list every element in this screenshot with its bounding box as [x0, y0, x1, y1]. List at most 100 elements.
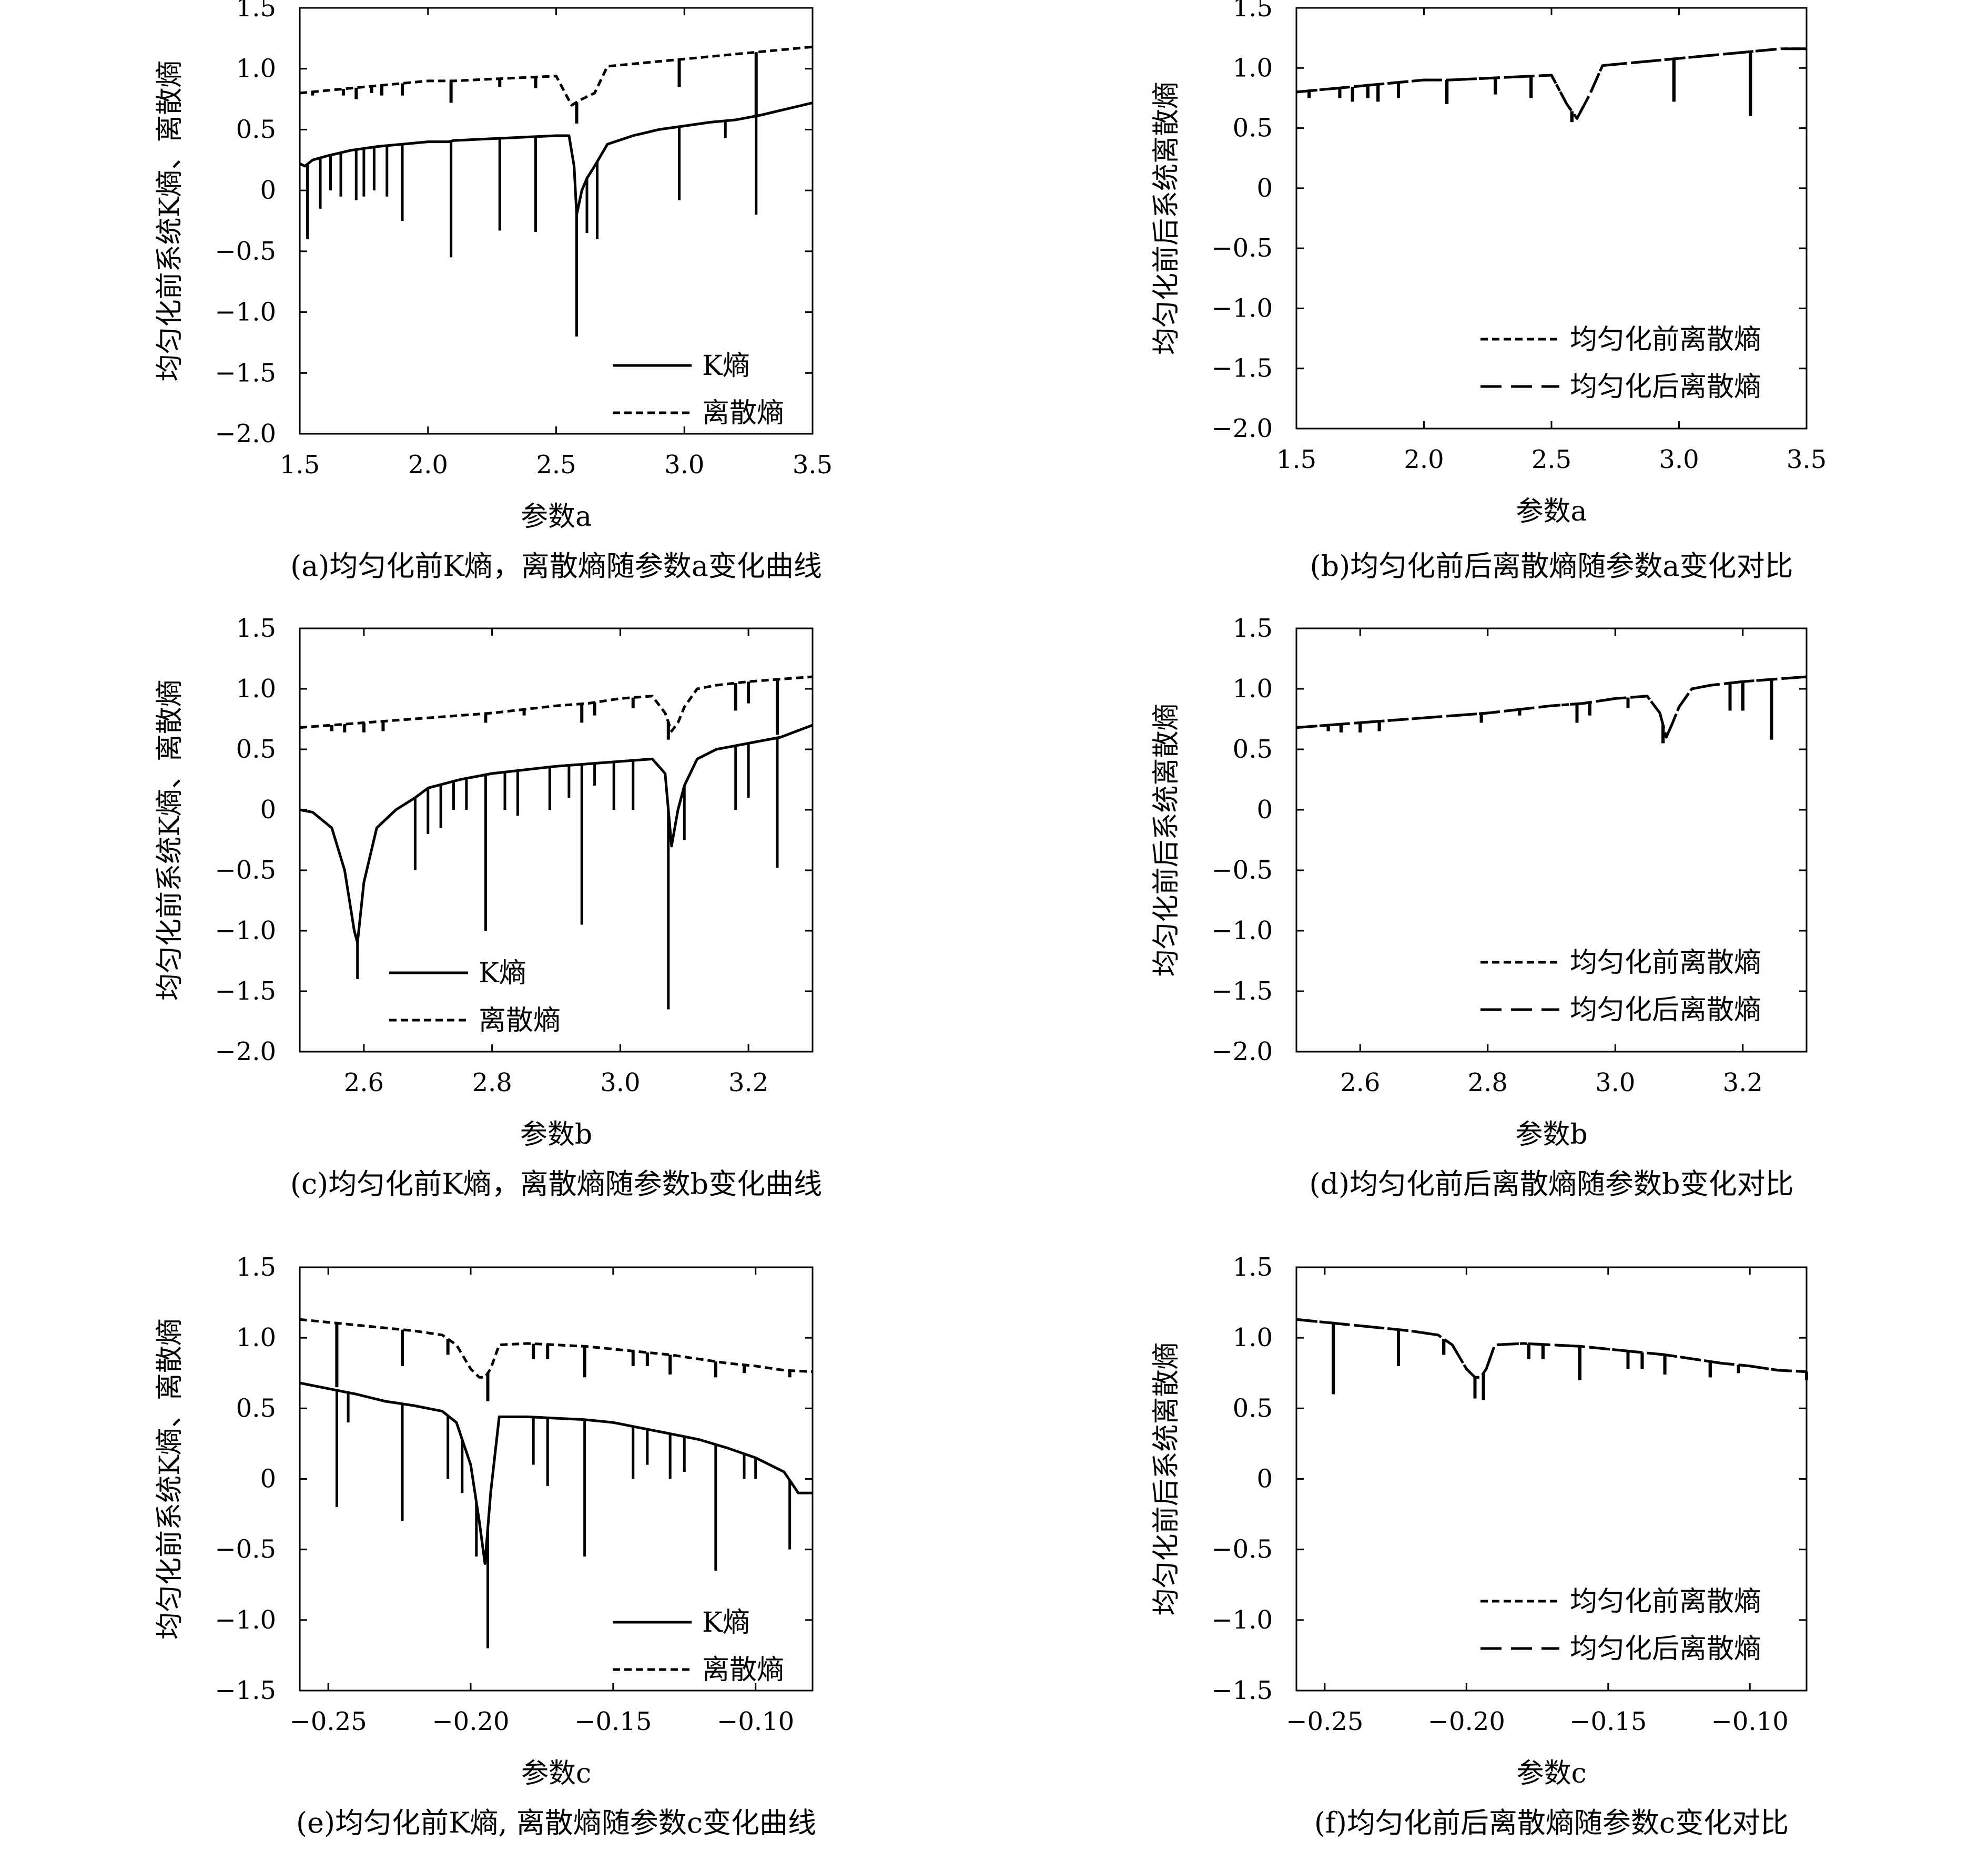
- y-tick-label: 0: [260, 176, 276, 205]
- legend-label-2: 均匀化后离散熵: [1570, 371, 1761, 403]
- y-axis-label: 均匀化前系统K熵、离散熵: [154, 60, 186, 382]
- series-line-1: [299, 101, 813, 216]
- series-line-2: [1296, 1318, 1807, 1379]
- y-tick-label: −1.0: [1211, 293, 1273, 323]
- legend-label-1: K熵: [479, 958, 526, 989]
- y-tick-label: 0: [260, 795, 276, 825]
- legend-label-2: 离散熵: [702, 398, 784, 429]
- y-tick-label: 0.5: [1233, 1393, 1273, 1423]
- y-tick-label: 1.0: [1233, 1323, 1273, 1352]
- y-tick-label: 0: [260, 1464, 276, 1494]
- plot-frame: [299, 627, 814, 1053]
- y-tick-label: −1.0: [1211, 916, 1273, 945]
- chart-panel-f: 1.5 1.0 0.5 0 −0.5 −1.0 −1.5 −0.25 −0.20 −0.15 −0.…: [1151, 1253, 1808, 1839]
- legend-label-1: 均匀化前离散熵: [1570, 947, 1761, 979]
- legend-label-2: 均匀化后离散熵: [1570, 1633, 1761, 1665]
- x-tick-label: 2.0: [1404, 445, 1444, 474]
- x-tick-label: 1.5: [280, 450, 320, 480]
- y-tick-label: 1.0: [236, 674, 276, 704]
- y-tick-label: 1.5: [1233, 614, 1273, 643]
- chart-caption: (e)均匀化前K熵, 离散熵随参数c变化曲线: [296, 1806, 816, 1839]
- chart-caption: (d)均匀化前后离散熵随参数b变化对比: [1309, 1167, 1793, 1200]
- legend-label-2: 离散熵: [702, 1654, 784, 1686]
- series-line-2: [299, 45, 813, 107]
- y-tick-label: −1.5: [215, 358, 276, 388]
- y-tick-label: 1.0: [1233, 53, 1273, 83]
- x-tick-label: 2.8: [472, 1068, 512, 1097]
- y-tick-label: −1.0: [215, 916, 276, 945]
- x-tick-label: 3.0: [1659, 445, 1699, 474]
- y-axis-label: 均匀化前后系统离散熵: [1151, 703, 1182, 976]
- legend-label-2: 离散熵: [479, 1005, 561, 1036]
- x-tick-label: −0.20: [1428, 1707, 1505, 1736]
- x-tick-label: −0.25: [290, 1707, 367, 1736]
- y-tick-label: −1.0: [1211, 1605, 1273, 1635]
- y-tick-label: 0: [1256, 174, 1273, 203]
- chart-panel-b: 1.51.00.50−0.5−1.0−1.5−2.01.5 2.0 2.5 3.0 3.…: [1151, 0, 1827, 583]
- series-line-1: [299, 724, 813, 944]
- x-tick-label: 2.6: [344, 1068, 384, 1097]
- chart-caption: (c)均匀化前K熵，离散熵随参数b变化曲线: [290, 1167, 822, 1200]
- y-axis-label: 均匀化前系统K熵、离散熵: [154, 1318, 186, 1640]
- y-tick-label: 1.0: [236, 1323, 276, 1352]
- x-tick-label: 3.2: [728, 1068, 768, 1097]
- x-tick-label: 3.0: [600, 1068, 640, 1097]
- y-tick-label: −0.5: [215, 856, 276, 885]
- x-tick-label: 2.0: [408, 450, 448, 480]
- x-tick-label: −0.15: [574, 1707, 652, 1736]
- x-axis-label: 参数c: [521, 1758, 591, 1789]
- x-tick-label: −0.10: [1711, 1707, 1789, 1736]
- y-tick-label: 0.5: [1233, 114, 1273, 143]
- y-tick-label: −2.0: [215, 1037, 276, 1066]
- x-tick-label: −0.20: [432, 1707, 509, 1736]
- y-tick-label: −1.5: [215, 1676, 276, 1705]
- x-tick-label: 2.5: [1531, 445, 1571, 474]
- plot-frame: [1295, 1266, 1808, 1692]
- series-line-2: [299, 675, 813, 732]
- y-tick-label: 1.5: [236, 0, 276, 23]
- x-tick-label: 2.6: [1340, 1068, 1380, 1097]
- x-tick-label: 1.5: [1276, 445, 1316, 474]
- x-axis-label: 参数a: [521, 501, 592, 533]
- legend-label-2: 均匀化后离散熵: [1570, 994, 1761, 1026]
- x-axis-label: 参数c: [1516, 1758, 1586, 1789]
- chart-panel-c: 1.5 1.0 0.5 0 −0.5 −1.0 −1.5 −2.0 2.6 2.8 3.0 3.2 参数…: [154, 614, 822, 1200]
- y-tick-label: −2.0: [215, 419, 276, 449]
- chart-panel-d: 1.5 1.0 0.5 0 −0.5 −1.0 −1.5 −2.0 2.6 2.8 3.0 3.2 参数…: [1151, 614, 1808, 1200]
- y-axis-label: 均匀化前后系统离散熵: [1151, 82, 1182, 355]
- series-line-1: [299, 1381, 813, 1565]
- y-tick-label: −0.5: [1211, 856, 1273, 885]
- series-line-2: [1296, 675, 1807, 739]
- y-tick-label: −1.5: [215, 976, 276, 1006]
- y-axis-label: 均匀化前后系统离散熵: [1151, 1342, 1182, 1615]
- y-tick-label: 1.0: [1233, 674, 1273, 704]
- plot-frame: [1295, 627, 1808, 1053]
- chart-caption: (f)均匀化前后离散熵随参数c变化对比: [1314, 1806, 1789, 1839]
- x-axis-label: 参数b: [520, 1119, 592, 1151]
- legend-label-1: K熵: [702, 350, 750, 382]
- y-tick-label: 0.5: [236, 735, 276, 764]
- y-tick-label: −1.5: [1211, 1676, 1273, 1705]
- chart-panel-e: 1.5 1.0 0.5 0 −0.5 −1.0 −1.5 −0.25 −0.20 −0.15 −0.…: [154, 1253, 816, 1839]
- y-tick-label: 0: [1256, 1464, 1273, 1494]
- y-tick-label: −1.5: [1211, 354, 1273, 383]
- legend-label-1: 均匀化前离散熵: [1570, 1586, 1761, 1617]
- x-tick-label: −0.10: [717, 1707, 794, 1736]
- x-tick-label: −0.25: [1286, 1707, 1363, 1736]
- chart-caption: (b)均匀化前后离散熵随参数a变化对比: [1310, 550, 1793, 583]
- y-tick-label: −0.5: [1211, 233, 1273, 263]
- x-axis-label: 参数b: [1515, 1119, 1587, 1151]
- y-tick-label: 0: [1256, 795, 1273, 825]
- y-tick-label: 0.5: [1233, 735, 1273, 764]
- x-tick-label: 3.0: [1595, 1068, 1635, 1097]
- legend-label-1: K熵: [702, 1607, 750, 1639]
- legend-label-1: 均匀化前离散熵: [1570, 324, 1761, 355]
- y-tick-label: 1.5: [236, 614, 276, 643]
- x-tick-label: 3.5: [1787, 445, 1827, 474]
- series-line-2: [299, 1318, 813, 1379]
- x-tick-label: 3.2: [1723, 1068, 1763, 1097]
- y-tick-label: −0.5: [215, 1535, 276, 1564]
- y-tick-label: 0.5: [236, 115, 276, 144]
- y-tick-label: 1.5: [1233, 0, 1273, 23]
